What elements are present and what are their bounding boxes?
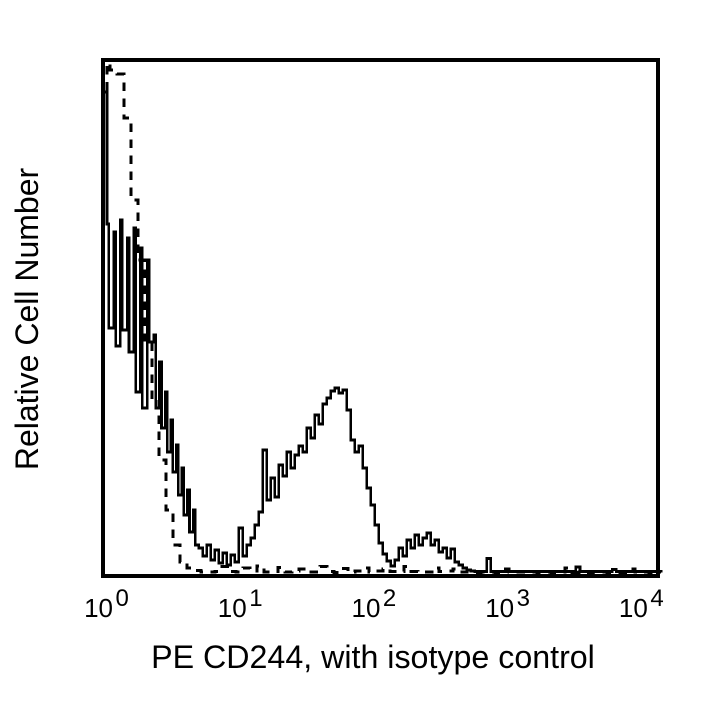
svg-text:Relative Cell Number: Relative Cell Number	[9, 167, 45, 470]
svg-text:PE CD244, with isotype control: PE CD244, with isotype control	[151, 639, 595, 675]
